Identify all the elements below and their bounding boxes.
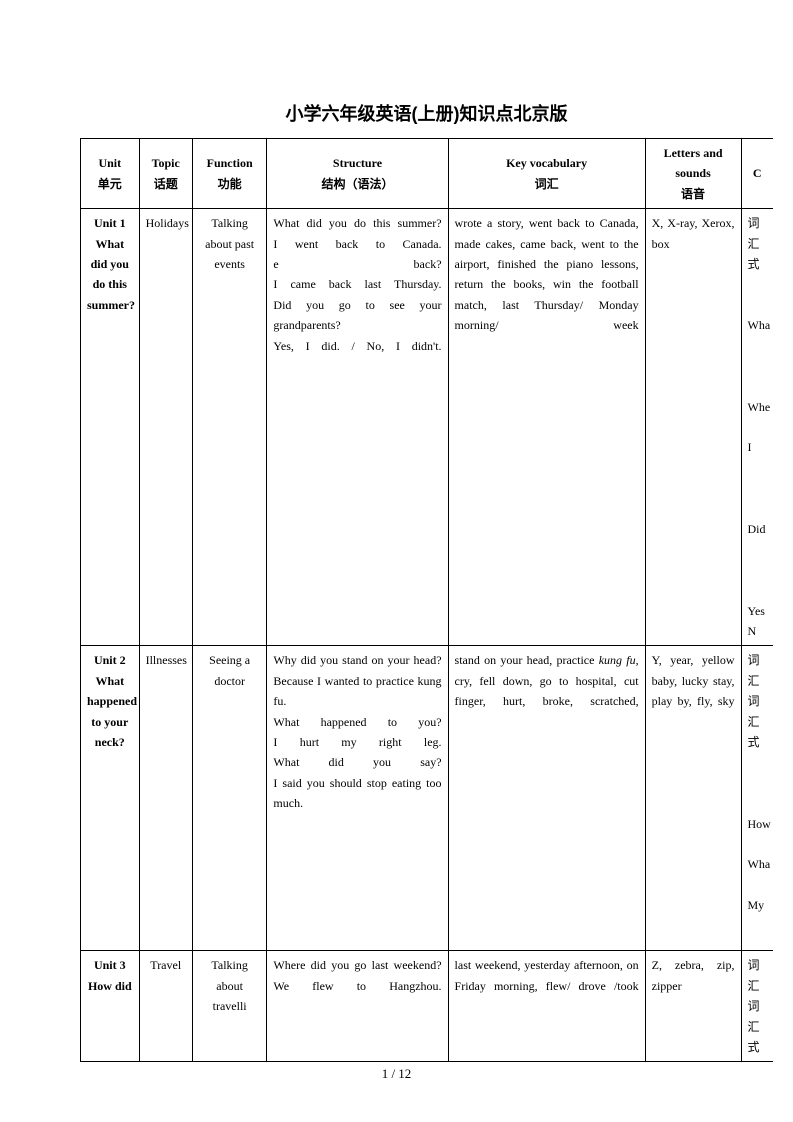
- header-structure: Structure 结构（语法）: [267, 139, 448, 209]
- header-topic: Topic 话题: [139, 139, 192, 209]
- cell-unit: Unit 2 What happened to your neck?: [81, 646, 140, 951]
- cell-topic: Illnesses: [139, 646, 192, 951]
- table-row: Unit 1 What did you do this summer? Holi…: [81, 209, 774, 646]
- table-row: Unit 3 How did Travel Talking about trav…: [81, 951, 774, 1062]
- cell-topic: Holidays: [139, 209, 192, 646]
- cell-structure: Why did you stand on your head? Because …: [267, 646, 448, 951]
- page-footer: 1 / 12: [0, 1066, 793, 1082]
- table-header-row: Unit 单元 Topic 话题 Function 功能 Structure 结…: [81, 139, 774, 209]
- cell-structure: Where did you go last weekend? We flew t…: [267, 951, 448, 1062]
- vocab-text: stand on your head, practice kung fu, cr…: [455, 653, 639, 708]
- cell-unit: Unit 1 What did you do this summer?: [81, 209, 140, 646]
- table-row: Unit 2 What happened to your neck? Illne…: [81, 646, 774, 951]
- cell-vocab: stand on your head, practice kung fu, cr…: [448, 646, 645, 951]
- cell-vocab: wrote a story, went back to Canada, made…: [448, 209, 645, 646]
- header-vocab: Key vocabulary 词汇: [448, 139, 645, 209]
- cell-vocab: last weekend, yesterday afternoon, on Fr…: [448, 951, 645, 1062]
- cell-letters: Y, year, yellow baby, lucky stay, play b…: [645, 646, 741, 951]
- header-unit: Unit 单元: [81, 139, 140, 209]
- cell-function: Seeing a doctor: [192, 646, 267, 951]
- cell-overflow: 词汇 式 Wha Whe I Did Yes N: [741, 209, 773, 646]
- cell-overflow: 词汇 词汇 式: [741, 951, 773, 1062]
- cell-unit: Unit 3 How did: [81, 951, 140, 1062]
- content-table: Unit 单元 Topic 话题 Function 功能 Structure 结…: [80, 138, 773, 1062]
- cell-function: Talking about travelli: [192, 951, 267, 1062]
- header-overflow: C: [741, 139, 773, 209]
- cell-structure: What did you do this summer? I went back…: [267, 209, 448, 646]
- cell-letters: X, X-ray, Xerox, box: [645, 209, 741, 646]
- header-letters: Letters and sounds 语音: [645, 139, 741, 209]
- header-function: Function 功能: [192, 139, 267, 209]
- page-title: 小学六年级英语(上册)知识点北京版: [80, 100, 773, 126]
- cell-letters: Z, zebra, zip, zipper: [645, 951, 741, 1062]
- cell-topic: Travel: [139, 951, 192, 1062]
- cell-overflow: 词汇 词汇 式 How Wha My: [741, 646, 773, 951]
- cell-function: Talking about past events: [192, 209, 267, 646]
